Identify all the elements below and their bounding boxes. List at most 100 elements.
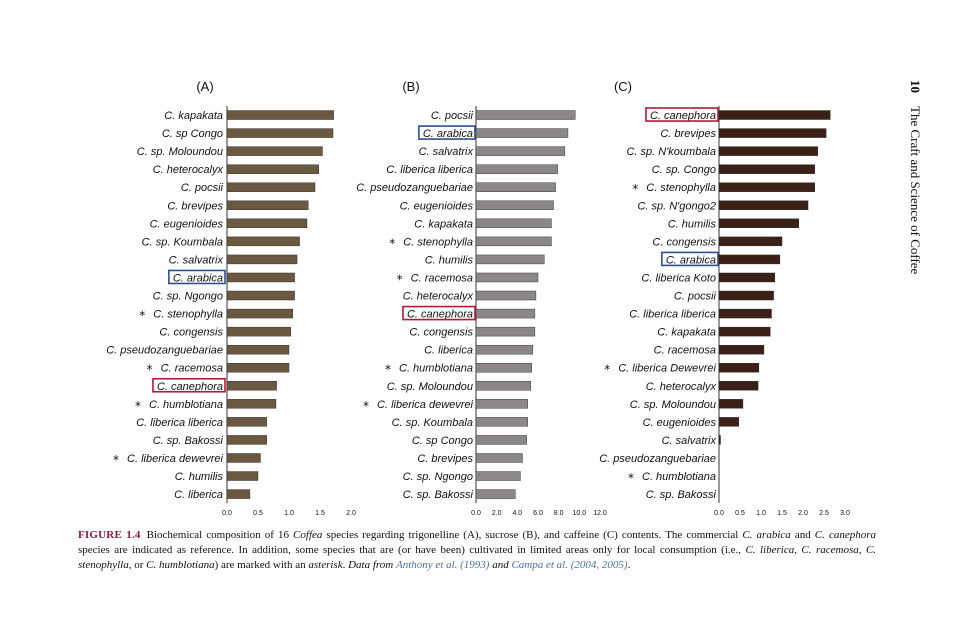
bar (475, 290, 537, 301)
category-label: C. humilis (668, 218, 717, 230)
category-label: C. canephora (157, 381, 223, 393)
bar (475, 381, 531, 391)
bar (475, 308, 536, 319)
x-tick-label: 1.0 (284, 510, 294, 517)
caption-text: species regarding trigonelline (A), sucr… (322, 529, 743, 541)
bar (226, 290, 295, 301)
bar (475, 435, 527, 445)
category-label: C. sp. Congo (652, 164, 716, 176)
caption-reference-link[interactable]: Anthony et al. (1993) (395, 559, 490, 571)
category-label: C. brevipes (417, 453, 473, 465)
category-label: C. heterocalyx (403, 291, 474, 303)
asterisk-marker: * (363, 399, 369, 413)
category-label: C. stenophylla (646, 182, 716, 194)
category-label: C. congensis (652, 236, 716, 248)
category-label: C. canephora (650, 110, 716, 122)
category-label: C. arabica (423, 128, 473, 140)
category-label: C. kapakata (164, 110, 223, 122)
bar (718, 164, 815, 174)
bar (718, 399, 744, 409)
x-tick-label: 0.5 (735, 510, 745, 517)
bar (226, 218, 308, 229)
bar (226, 344, 290, 355)
reference-box-arabica (168, 269, 226, 285)
bar (475, 254, 545, 265)
category-label: C. stenophylla (153, 309, 223, 321)
bar (226, 182, 316, 192)
bar (718, 290, 774, 301)
bar (475, 218, 552, 229)
category-label: C. sp. Ngongo (403, 471, 473, 483)
category-label: C. salvatrix (662, 435, 717, 447)
bar (226, 164, 319, 174)
bar (475, 272, 539, 283)
reference-box-canephora (152, 377, 226, 393)
asterisk-marker: * (389, 236, 395, 250)
asterisk-marker: * (632, 182, 638, 196)
caption-italic-text: Coffea (293, 529, 323, 541)
x-tick-label: 2.0 (346, 510, 356, 517)
bar (475, 417, 528, 427)
category-label: C. sp. N'gongo2 (637, 200, 716, 212)
category-label: C. kapakata (414, 218, 473, 230)
category-label: C. arabica (173, 272, 223, 284)
x-tick-label: 1.0 (756, 510, 766, 517)
category-label: C. canephora (407, 309, 473, 321)
x-tick-label: 6.0 (533, 510, 543, 517)
category-label: C. heterocalyx (153, 164, 224, 176)
bar (718, 326, 771, 337)
category-label: C. humilis (175, 471, 224, 483)
bar (226, 308, 293, 319)
bar (475, 453, 523, 463)
caption-text: , (858, 544, 866, 556)
category-label: C. sp. Koumbala (142, 236, 223, 248)
category-label: C. congensis (159, 327, 223, 339)
x-tick-label: 1.5 (777, 510, 787, 517)
bar (475, 146, 566, 156)
category-label: C. sp. Bakossi (646, 489, 717, 501)
bar (718, 218, 800, 229)
x-tick-label: 12.0 (593, 510, 607, 517)
category-label: C. racemosa (654, 345, 716, 357)
caption-text: and (790, 529, 815, 541)
x-tick-label: 1.5 (315, 510, 325, 517)
category-label: C. humblotiana (642, 471, 716, 483)
bar (718, 308, 772, 319)
category-label: C. pocsii (674, 291, 717, 303)
reference-box-canephora (645, 107, 719, 122)
caption-text: , (794, 544, 802, 556)
bar (718, 236, 783, 247)
category-label: C. congensis (409, 327, 473, 339)
category-label: C. eugenioides (643, 417, 717, 429)
asterisk-marker: * (385, 363, 391, 377)
category-label: C. humblotiana (149, 399, 223, 411)
caption-italic-text: C. stenophylla (78, 544, 877, 571)
category-label: C. salvatrix (419, 146, 474, 158)
bar (226, 417, 267, 427)
category-label: C. liberica Koto (641, 272, 716, 284)
category-label: C. kapakata (657, 327, 716, 339)
bar (718, 128, 827, 138)
category-label: C. sp. Moloundou (387, 381, 473, 393)
asterisk-marker: * (139, 309, 145, 323)
bar (226, 399, 277, 409)
bar (475, 489, 516, 499)
category-label: C. sp. Moloundou (137, 146, 223, 158)
category-label: C. sp. Koumbala (392, 417, 473, 429)
bar (226, 363, 290, 373)
caption-italic-text: C. racemosa (801, 544, 859, 556)
caption-reference-link[interactable]: Campa et al. (2004, 2005) (511, 559, 628, 571)
bar (226, 110, 334, 120)
caption-text: ) are marked with an (214, 559, 309, 571)
category-label: C. liberica Dewevrei (618, 363, 716, 375)
caption-italic-text: asterisk (308, 559, 343, 571)
bar (226, 435, 267, 445)
category-label: C. liberica dewevrei (377, 399, 474, 411)
caption-text: , or (128, 559, 147, 571)
x-tick-label: 4.0 (512, 510, 522, 517)
reference-box-arabica (661, 251, 719, 267)
category-label: C. brevipes (167, 200, 223, 212)
bar (475, 200, 554, 210)
panel-label: (B) (402, 79, 419, 94)
